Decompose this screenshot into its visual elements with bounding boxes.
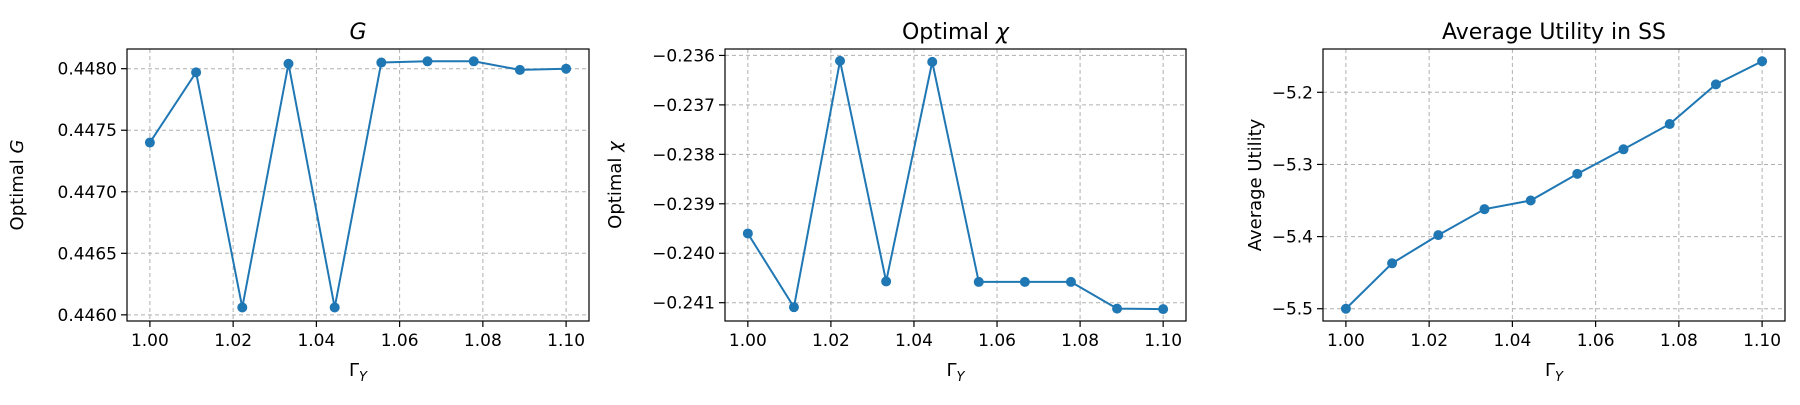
y-tick-label: −0.238 bbox=[652, 145, 715, 165]
x-tick-label: 1.08 bbox=[464, 331, 502, 351]
data-point bbox=[1065, 276, 1076, 287]
data-point bbox=[144, 137, 155, 148]
x-tick-label: 1.02 bbox=[214, 331, 252, 351]
chart-panel-1: 1.00 1.02 1.04 1.06 1.08 1.10 0.4460 0.4465 0.44… bbox=[7, 20, 590, 385]
x-tick-label: 1.10 bbox=[547, 331, 585, 351]
data-point bbox=[561, 63, 572, 74]
data-point bbox=[1158, 304, 1169, 315]
chart-title: G bbox=[349, 20, 366, 45]
data-point bbox=[1710, 79, 1721, 90]
data-point bbox=[1433, 230, 1444, 241]
data-point bbox=[1019, 276, 1030, 287]
data-point bbox=[788, 302, 799, 313]
chart-panel-2: 1.00 1.02 1.04 1.06 1.08 1.10 −0.241 −0.240 −0.2… bbox=[605, 20, 1187, 385]
y-tick-label: −0.241 bbox=[652, 294, 715, 314]
data-point bbox=[742, 228, 753, 239]
series-line bbox=[149, 60, 567, 308]
chart-title: Average Utility in SS bbox=[1442, 20, 1666, 45]
y-tick-label: 0.4470 bbox=[58, 183, 117, 203]
x-axis-label: ΓY bbox=[947, 360, 966, 385]
x-tick-label: 1.06 bbox=[381, 331, 419, 351]
y-axis-label: Average Utility bbox=[1245, 118, 1266, 251]
series-line bbox=[1345, 60, 1763, 310]
data-point bbox=[973, 276, 984, 287]
x-tick-label: 1.08 bbox=[1061, 331, 1099, 351]
plot-frame bbox=[724, 48, 1187, 322]
data-point bbox=[1618, 144, 1629, 155]
data-point bbox=[1757, 56, 1768, 67]
series-line bbox=[746, 60, 1164, 311]
y-tick-label: −5.3 bbox=[1272, 155, 1313, 175]
x-tick-label: 1.00 bbox=[1327, 331, 1365, 351]
x-tick-label: 1.10 bbox=[1743, 331, 1781, 351]
data-point bbox=[237, 302, 248, 313]
y-tick-label: −0.236 bbox=[652, 46, 715, 66]
x-tick-label: 1.02 bbox=[1410, 331, 1448, 351]
x-tick-label: 1.06 bbox=[1577, 331, 1615, 351]
data-point bbox=[376, 57, 387, 68]
data-point bbox=[283, 58, 294, 69]
data-point bbox=[191, 67, 202, 78]
y-tick-label: −0.240 bbox=[652, 244, 715, 264]
data-point bbox=[1525, 195, 1536, 206]
x-tick-label: 1.04 bbox=[895, 331, 933, 351]
y-axis-label: Optimal G bbox=[7, 140, 28, 231]
data-point bbox=[1664, 119, 1675, 130]
data-point bbox=[1572, 168, 1583, 179]
plot-frame bbox=[126, 48, 590, 322]
x-tick-label: 1.00 bbox=[729, 331, 767, 351]
x-tick-label: 1.04 bbox=[1493, 331, 1531, 351]
data-point bbox=[881, 276, 892, 287]
x-tick-label: 1.08 bbox=[1660, 331, 1698, 351]
x-tick-label: 1.04 bbox=[297, 331, 335, 351]
chart-title: Optimal χ bbox=[902, 20, 1010, 45]
x-tick-label: 1.00 bbox=[131, 331, 169, 351]
y-tick-label: −5.5 bbox=[1272, 300, 1313, 320]
y-tick-label: 0.4480 bbox=[58, 60, 117, 80]
data-point bbox=[1340, 303, 1351, 314]
x-axis-label: ΓY bbox=[1545, 360, 1564, 385]
x-tick-label: 1.06 bbox=[978, 331, 1016, 351]
y-tick-label: −0.239 bbox=[652, 195, 715, 215]
data-point bbox=[1387, 258, 1398, 269]
y-tick-label: 0.4475 bbox=[58, 121, 117, 141]
data-point bbox=[468, 56, 479, 67]
data-point bbox=[835, 55, 846, 66]
data-point bbox=[1112, 303, 1123, 314]
data-point bbox=[927, 56, 938, 67]
y-tick-label: 0.4460 bbox=[58, 306, 117, 326]
data-point bbox=[422, 56, 433, 67]
y-tick-label: −0.237 bbox=[652, 96, 715, 116]
x-axis-label: ΓY bbox=[349, 360, 368, 385]
x-tick-label: 1.10 bbox=[1144, 331, 1182, 351]
data-point bbox=[329, 302, 340, 313]
chart-panel-3: 1.00 1.02 1.04 1.06 1.08 1.10 −5.5 −5.4 −5.3 −5.2… bbox=[1245, 20, 1786, 385]
x-tick-label: 1.02 bbox=[812, 331, 850, 351]
plot-frame bbox=[1322, 48, 1786, 322]
y-tick-label: −5.2 bbox=[1272, 83, 1313, 103]
y-tick-label: 0.4465 bbox=[58, 244, 117, 264]
data-point bbox=[1479, 204, 1490, 215]
data-point bbox=[514, 64, 525, 75]
y-axis-label: Optimal χ bbox=[605, 140, 626, 229]
y-tick-label: −5.4 bbox=[1272, 228, 1313, 248]
